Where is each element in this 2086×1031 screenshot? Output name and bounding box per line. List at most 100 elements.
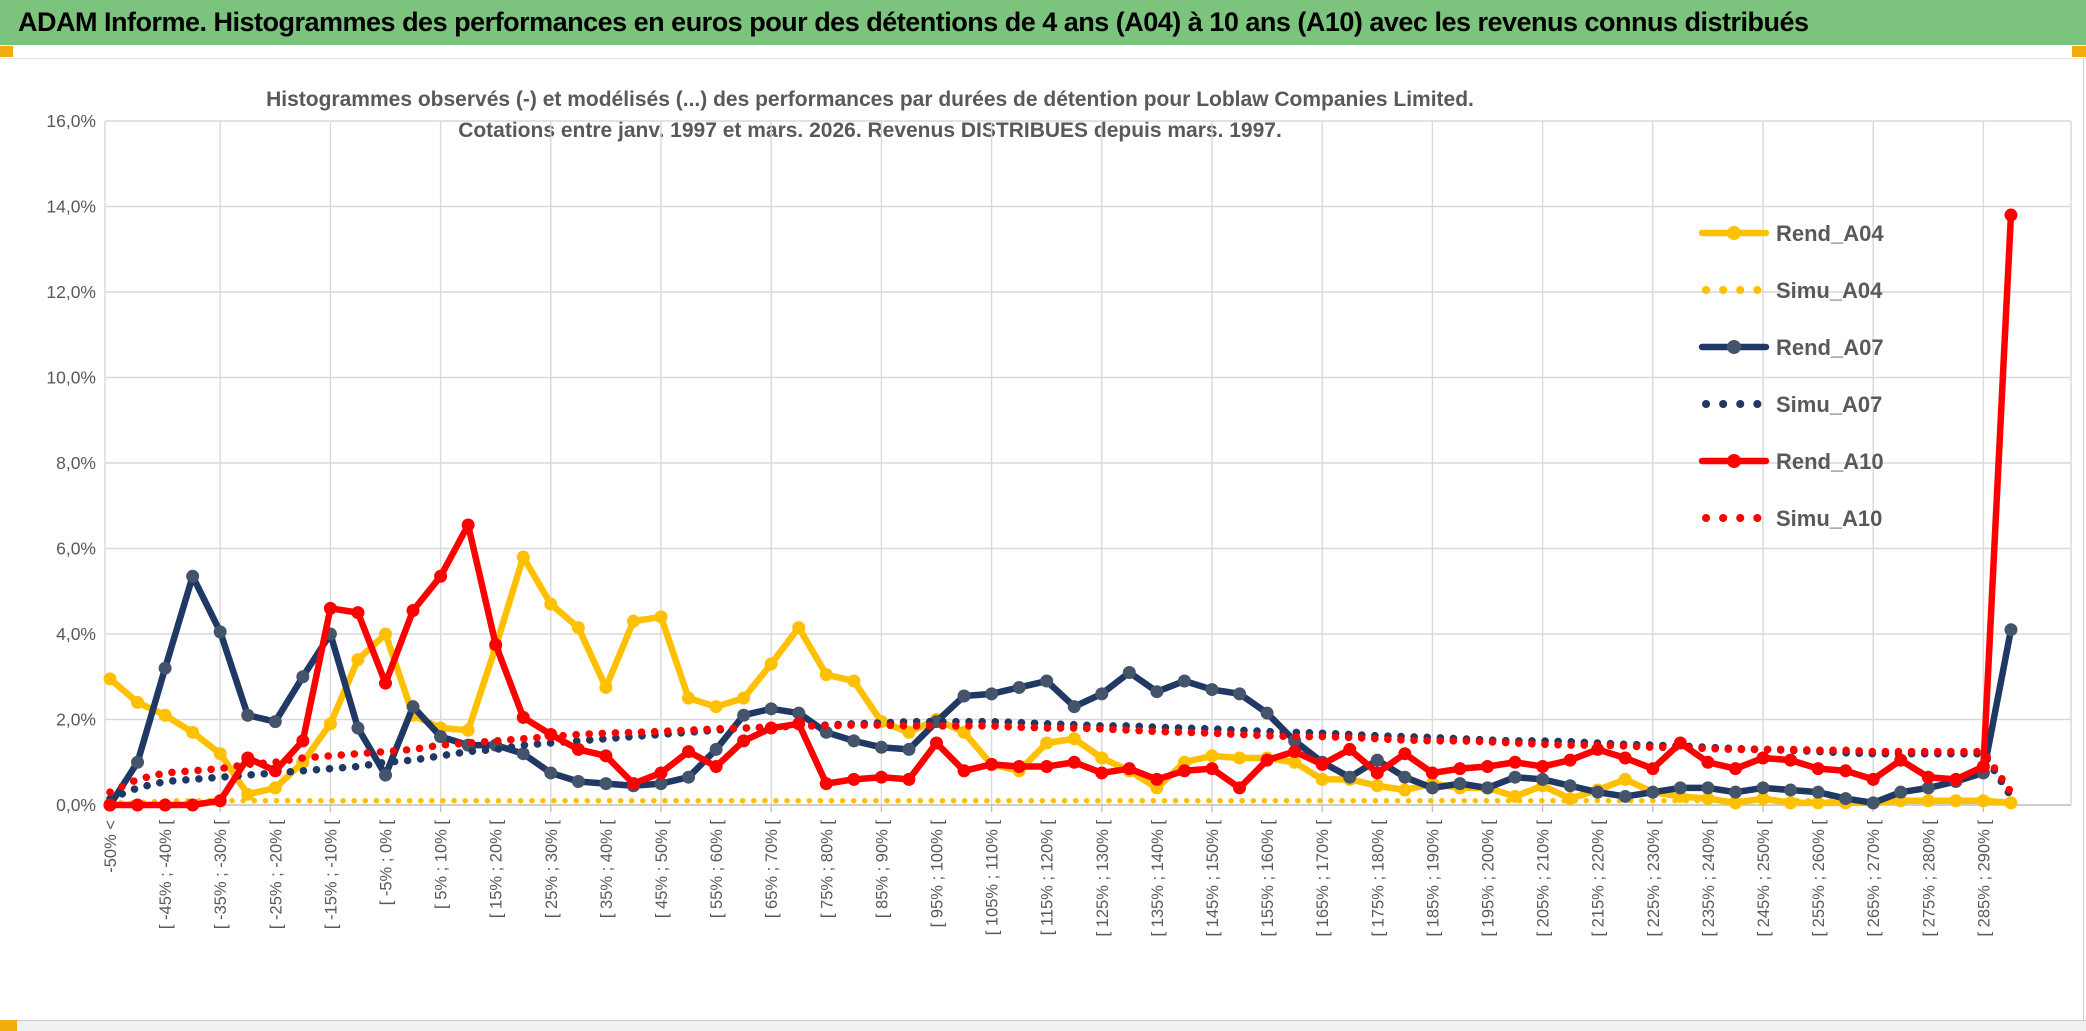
series-rend-a10-marker bbox=[957, 764, 971, 778]
series-rend-a10-marker bbox=[1453, 762, 1467, 776]
series-rend-a07-marker bbox=[874, 740, 888, 754]
series-rend-a07-marker bbox=[682, 770, 696, 784]
legend-item-rend-a07[interactable]: Rend_A07 bbox=[1698, 335, 1884, 360]
series-rend-a10-marker bbox=[1976, 760, 1990, 774]
series-rend-a07-marker bbox=[1095, 687, 1109, 701]
legend-item-simu-a07[interactable]: Simu_A07 bbox=[1702, 392, 1882, 417]
series-rend-a04-marker bbox=[379, 627, 392, 641]
series-rend-a10-marker bbox=[1949, 772, 1963, 786]
series-rend-a04-marker bbox=[544, 597, 558, 611]
accent-square-bottom-left bbox=[0, 1020, 17, 1031]
series-rend-a07-marker bbox=[1591, 785, 1605, 799]
series-rend-a07-marker bbox=[764, 702, 778, 716]
x-axis-tick-label: [ 65% ; 70% [ bbox=[763, 820, 781, 919]
series-rend-a10-marker bbox=[1701, 755, 1715, 769]
series-rend-a10-marker bbox=[1508, 755, 1522, 769]
series-rend-a10-marker bbox=[985, 757, 999, 771]
series-rend-a10-marker bbox=[1811, 762, 1825, 776]
legend-marker-sample bbox=[1727, 340, 1741, 354]
series-rend-a10-marker bbox=[847, 772, 861, 786]
x-axis-tick-label: -50% < bbox=[102, 820, 120, 873]
series-rend-a10-marker bbox=[1370, 766, 1384, 780]
x-axis-tick-label: [ 145% ; 150% [ bbox=[1204, 820, 1222, 937]
legend-item-simu-a04[interactable]: Simu_A04 bbox=[1702, 278, 1883, 303]
legend-item-rend-a10[interactable]: Rend_A10 bbox=[1698, 449, 1884, 474]
series-rend-a04-marker bbox=[571, 621, 585, 635]
series-rend-a07-marker bbox=[1563, 779, 1577, 793]
legend-label: Simu_A04 bbox=[1776, 278, 1883, 303]
subheader-strip bbox=[0, 45, 2086, 59]
chart-title: Histogrammes observés (-) et modélisés (… bbox=[105, 84, 1635, 146]
series-rend-a04-marker bbox=[158, 708, 172, 722]
series-rend-a10-marker bbox=[1646, 762, 1660, 776]
series-rend-a04-marker bbox=[1288, 755, 1302, 769]
series-rend-a04-marker bbox=[626, 614, 640, 628]
series-rend-a10-marker bbox=[1894, 753, 1908, 767]
series-rend-a07-marker bbox=[737, 708, 751, 722]
chart-title-line1: Histogrammes observés (-) et modélisés (… bbox=[266, 88, 1474, 111]
series-rend-a04-marker bbox=[323, 717, 337, 731]
series-rend-a04-marker bbox=[1315, 772, 1329, 786]
series-rend-a10-marker bbox=[1536, 760, 1550, 774]
series-rend-a10-marker bbox=[461, 518, 475, 532]
series-rend-a07-marker bbox=[1425, 781, 1439, 795]
series-rend-a04-marker bbox=[737, 691, 751, 705]
legend-item-simu-a10[interactable]: Simu_A10 bbox=[1702, 506, 1882, 531]
series-rend-a07-marker bbox=[599, 777, 613, 791]
series-rend-a10-marker bbox=[434, 569, 448, 583]
series-rend-a07-marker bbox=[268, 715, 282, 729]
series-rend-a07-marker bbox=[1536, 772, 1550, 786]
series-rend-a04-marker bbox=[709, 700, 723, 714]
series-rend-a10-marker bbox=[599, 749, 613, 763]
series-rend-a07-marker bbox=[1453, 777, 1467, 791]
series-rend-a07-marker bbox=[1177, 674, 1191, 688]
series-rend-a07-marker bbox=[1894, 785, 1908, 799]
x-axis-tick-label: [ 35% ; 40% [ bbox=[598, 820, 616, 919]
y-axis-tick-label: 6,0% bbox=[56, 539, 96, 559]
series-rend-a07-marker bbox=[1784, 783, 1798, 797]
series-rend-a07-marker bbox=[1343, 770, 1357, 784]
bottom-strip bbox=[0, 1020, 2086, 1031]
series-rend-a10-marker bbox=[213, 794, 227, 808]
legend-item-rend-a04[interactable]: Rend_A04 bbox=[1698, 221, 1884, 246]
x-axis-tick-label: [ 205% ; 210% [ bbox=[1535, 820, 1553, 937]
series-rend-a04-marker bbox=[819, 668, 833, 682]
series-rend-a04-marker bbox=[902, 725, 916, 739]
series-rend-a07-marker bbox=[1646, 785, 1660, 799]
series-rend-a10-marker bbox=[682, 745, 696, 759]
series-rend-a10-marker bbox=[1288, 745, 1302, 759]
x-axis-tick-label: [ 195% ; 200% [ bbox=[1480, 820, 1498, 937]
series-rend-a10-marker bbox=[1260, 753, 1274, 767]
legend-label: Simu_A10 bbox=[1776, 506, 1882, 531]
series-rend-a07-marker bbox=[571, 774, 585, 788]
series-rend-a07-marker bbox=[379, 768, 392, 782]
series-rend-a07-marker bbox=[2004, 623, 2018, 637]
series-rend-a10-marker bbox=[351, 606, 365, 620]
series-rend-a10-marker bbox=[406, 603, 420, 617]
x-axis-tick-label: [ 75% ; 80% [ bbox=[818, 820, 836, 919]
series-rend-a10-marker bbox=[1233, 781, 1247, 795]
series-rend-a10-marker bbox=[626, 777, 640, 791]
series-rend-a10-marker bbox=[1784, 753, 1798, 767]
series-rend-a07-marker bbox=[1012, 680, 1026, 694]
series-rend-a07-marker bbox=[847, 734, 861, 748]
x-axis-tick-label: [ 245% ; 250% [ bbox=[1755, 820, 1773, 937]
series-rend-a10-marker bbox=[1040, 760, 1054, 774]
series-simu-a07-line bbox=[106, 717, 2015, 803]
series-rend-a07-marker bbox=[1370, 753, 1384, 767]
series-rend-a10-marker bbox=[1398, 747, 1412, 761]
x-axis-tick-label: [ 105% ; 110% [ bbox=[984, 820, 1002, 936]
series-rend-a10-marker bbox=[1563, 753, 1577, 767]
series-rend-a07-marker bbox=[1701, 781, 1715, 795]
series-rend-a04-marker bbox=[1398, 783, 1412, 797]
series-rend-a07-marker bbox=[1811, 785, 1825, 799]
series-rend-a10-marker bbox=[1067, 755, 1081, 769]
series-rend-a04-marker bbox=[1233, 751, 1247, 765]
series-rend-a07-marker bbox=[241, 708, 255, 722]
series-rend-a07-marker bbox=[1040, 674, 1054, 688]
series-rend-a07-marker bbox=[654, 777, 668, 791]
series-rend-a07-marker bbox=[1508, 770, 1522, 784]
x-axis-tick-label: [ 45% ; 50% [ bbox=[653, 820, 671, 919]
series-rend-a10-line bbox=[106, 211, 2015, 809]
series-rend-a10-marker bbox=[1343, 742, 1357, 756]
